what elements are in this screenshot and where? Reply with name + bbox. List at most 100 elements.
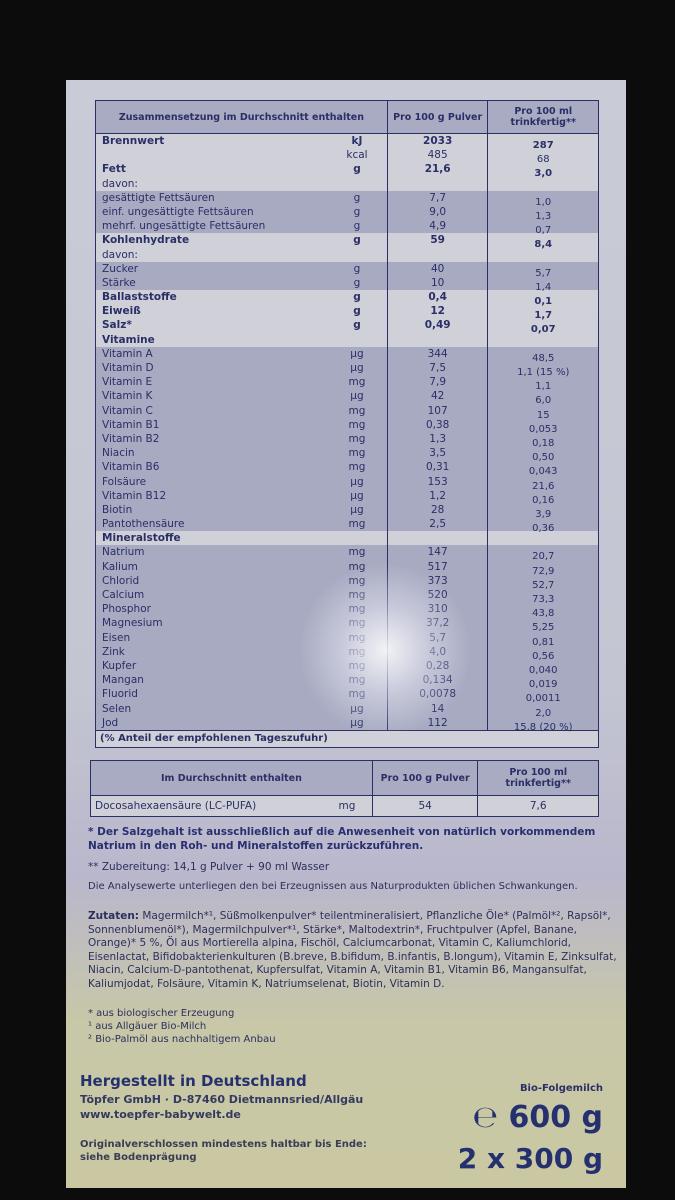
row-per-ready: 0,053	[528, 423, 558, 435]
table-row: Vitamin C mg 107 15	[96, 403, 598, 421]
row-per-powder	[388, 247, 489, 262]
row-unit: mg	[327, 403, 388, 418]
row-label	[96, 148, 327, 162]
table-row: mehrf. ungesättigte Fettsäuren g 4,9 0,7	[96, 219, 598, 236]
header-per-powder: Pro 100 g Pulver	[373, 761, 479, 795]
row-unit: µg	[327, 715, 388, 730]
row-per-powder: 12	[388, 304, 489, 319]
salt-note: * Der Salzgehalt ist ausschließlich auf …	[88, 826, 596, 852]
row-per-powder: 7,7	[388, 190, 489, 205]
table-row: Zucker g 40 5,7	[96, 261, 598, 279]
table-row: Ballaststoffe g 0,4 0,1	[96, 290, 598, 307]
row-per-ready: 0,040	[528, 664, 558, 676]
row-unit	[327, 531, 388, 546]
row-per-ready: 0,1	[534, 296, 553, 308]
legend-item: ² Bio-Palmöl aus nachhaltigem Anbau	[88, 1034, 276, 1045]
row-per-powder: 0,0078	[388, 687, 489, 702]
row-label: Vitamin A	[102, 347, 153, 360]
row-per-powder: 147	[388, 545, 489, 560]
row-per-powder: 4,0	[388, 644, 489, 659]
row-per-ready: 2,0	[535, 707, 552, 719]
product-name: Bio-Folgemilch	[519, 1083, 603, 1094]
header-per-ready: Pro 100 ml trinkfertig**	[510, 106, 576, 128]
row-label: Salz*	[102, 319, 132, 332]
table-row: davon:	[96, 176, 598, 191]
row-label: Folsäure	[102, 475, 147, 488]
row-per-powder: 0,134	[388, 673, 489, 688]
row-label: Fett	[102, 163, 126, 176]
nutrition-table: Zusammensetzung im Durchschnitt enthalte…	[95, 100, 599, 748]
row-per-ready: 1,4	[535, 281, 552, 293]
table-row: Vitamin B6 mg 0,31 0,043	[96, 460, 598, 477]
row-unit: mg	[327, 417, 388, 432]
row-per-powder: 344	[388, 346, 489, 361]
row-unit	[327, 176, 388, 191]
row-per-powder: 3,5	[388, 446, 489, 461]
row-per-powder: 0,4	[388, 290, 489, 305]
row-unit: mg	[327, 616, 388, 631]
row-per-ready: 0,0011	[525, 693, 561, 705]
row-label: Selen	[102, 702, 132, 715]
row-per-powder: 517	[388, 559, 489, 574]
table-row: Vitamin B12 µg 1,2 0,16	[96, 488, 598, 506]
row-unit: kcal	[327, 148, 388, 163]
row-unit: mg	[322, 796, 373, 816]
row-unit: mg	[327, 375, 388, 390]
header-per-powder: Pro 100 g Pulver	[388, 101, 489, 133]
row-per-ready: 0,7	[535, 225, 552, 237]
row-per-ready: 52,7	[532, 579, 555, 591]
row-unit: µg	[327, 389, 388, 404]
row-unit: mg	[327, 630, 388, 645]
row-per-powder: 0,28	[388, 658, 489, 674]
row-unit: mg	[327, 644, 388, 659]
row-per-powder: 14	[388, 701, 489, 716]
row-per-powder: 2,5	[388, 517, 489, 532]
row-label: Mineralstoffe	[102, 532, 181, 545]
row-label: Jod	[102, 716, 119, 729]
row-unit: mg	[327, 559, 388, 574]
row-per-ready: 1,1 (15 %)	[517, 367, 570, 378]
best-before-text: Originalverschlossen mindestens haltbar …	[80, 1139, 367, 1150]
row-per-ready: 21,6	[532, 480, 555, 492]
legend-item: ¹ aus Allgäuer Bio-Milch	[88, 1021, 207, 1032]
row-unit: g	[327, 233, 388, 248]
row-per-ready: 1,1	[535, 381, 552, 393]
row-unit: g	[327, 261, 388, 276]
row-per-powder: 107	[388, 403, 489, 418]
row-unit: mg	[327, 673, 388, 688]
row-label: Eiweiß	[102, 305, 141, 318]
row-per-ready: 0,019	[528, 679, 558, 691]
table-row: Folsäure µg 153 21,6	[96, 474, 598, 492]
row-label: Kalium	[102, 560, 138, 573]
table-row: Biotin µg 28 3,9	[96, 502, 598, 520]
row-per-ready: 72,9	[532, 565, 555, 577]
row-unit: g	[327, 290, 388, 305]
row-per-powder: 1,2	[388, 488, 489, 503]
row-label: Zucker	[102, 262, 139, 275]
row-unit: mg	[327, 687, 388, 702]
table-row: gesättigte Fettsäuren g 7,7 1,0	[96, 190, 598, 208]
row-label: Kupfer	[102, 659, 137, 672]
row-label: davon:	[102, 248, 138, 261]
row-per-powder: 7,9	[388, 375, 489, 390]
row-label: Docosahexaensäure (LC-PUFA)	[95, 800, 257, 812]
table-row: Vitamin E mg 7,9 1,1	[96, 375, 598, 392]
row-per-powder	[388, 332, 489, 347]
row-unit: mg	[327, 588, 388, 603]
row-label: Vitamin E	[102, 376, 153, 389]
row-per-ready: 0,81	[532, 636, 555, 648]
row-per-powder: 4,9	[388, 219, 489, 234]
ingredients-label: Zutaten:	[88, 910, 140, 922]
row-unit: µg	[327, 502, 388, 518]
row-label: Mangan	[102, 674, 144, 687]
row-per-powder: 5,7	[388, 630, 489, 645]
nutrition-table-header: Zusammensetzung im Durchschnitt enthalte…	[96, 101, 598, 134]
row-per-ready: 0,56	[532, 650, 555, 662]
row-label: mehrf. ungesättigte Fettsäuren	[102, 220, 266, 233]
row-label: Calcium	[102, 589, 145, 601]
row-label: Niacin	[102, 447, 135, 460]
header-composition: Im Durchschnitt enthalten	[91, 761, 373, 795]
best-before-ref: siehe Bodenprägung	[80, 1152, 197, 1163]
row-label: gesättigte Fettsäuren	[102, 191, 215, 204]
row-unit: g	[327, 204, 388, 220]
